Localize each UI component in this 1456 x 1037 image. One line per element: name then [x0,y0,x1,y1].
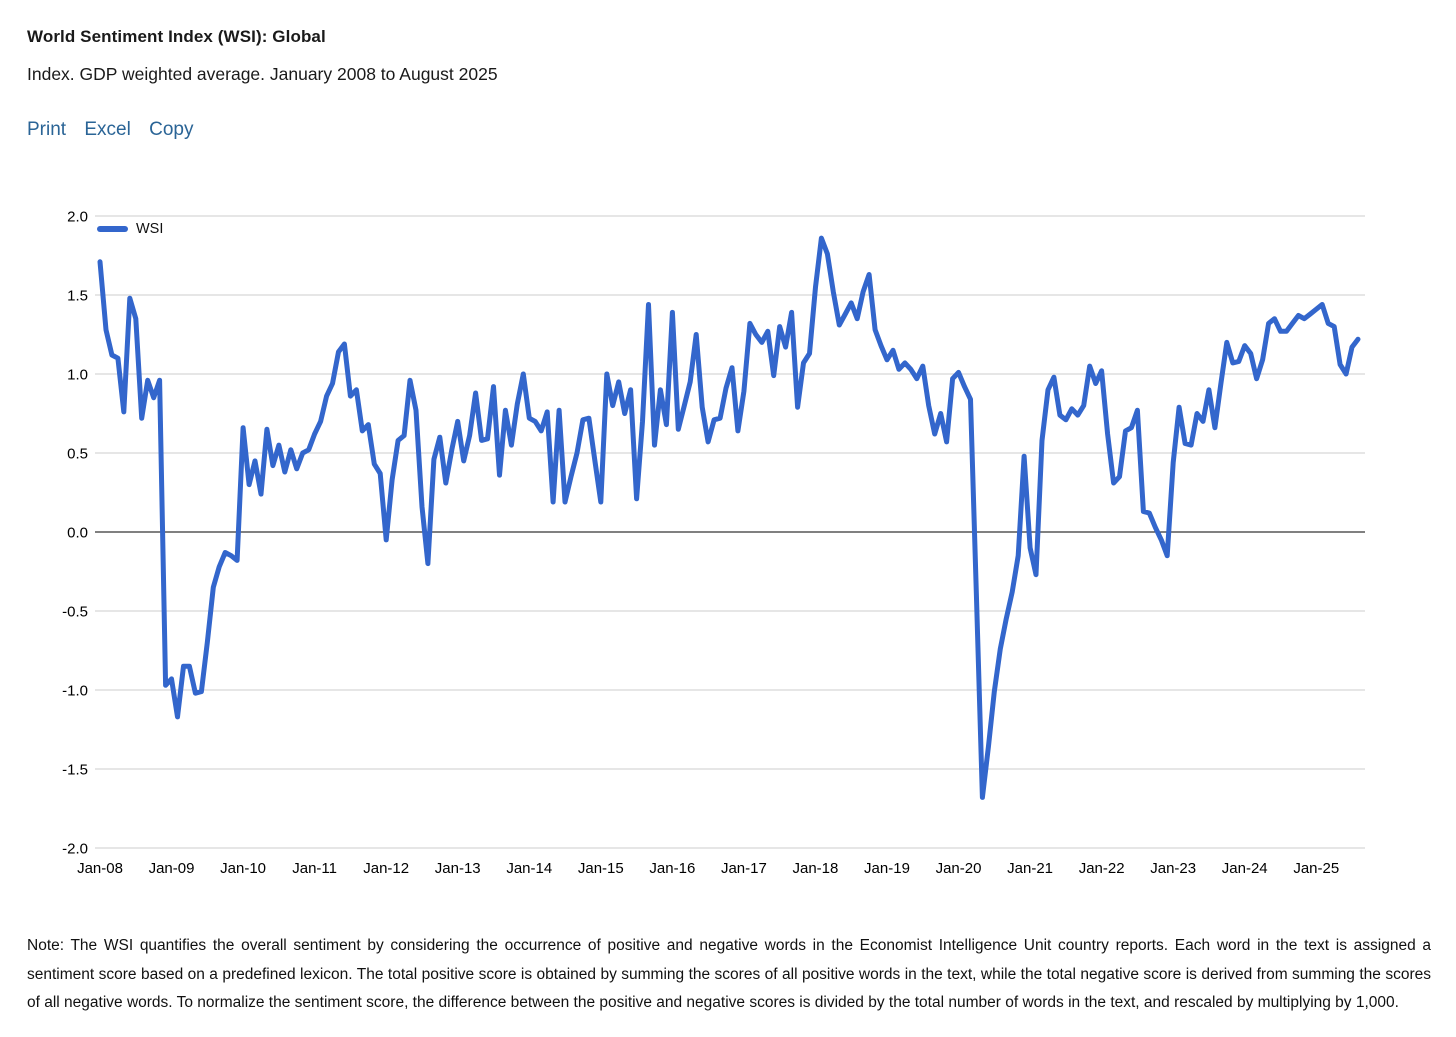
legend-label: WSI [136,221,164,237]
svg-text:Jan-17: Jan-17 [721,860,767,877]
svg-text:Jan-22: Jan-22 [1079,860,1125,877]
wsi-line-swatch-icon [97,226,128,232]
svg-text:Jan-19: Jan-19 [864,860,910,877]
svg-text:0.5: 0.5 [67,446,88,463]
excel-link[interactable]: Excel [84,119,131,140]
svg-text:Jan-14: Jan-14 [506,860,552,877]
chart-legend: WSI [97,221,164,237]
chart-toolbar: Print Excel Copy [27,119,206,141]
axis-x-labels: Jan-08 Jan-09 Jan-10 Jan-11 Jan-12 Jan-13 Jan-… [77,860,1339,877]
page-title: World Sentiment Index (WSI): Global [27,27,326,46]
svg-text:-2.0: -2.0 [62,841,88,858]
svg-text:1.5: 1.5 [67,288,88,305]
svg-text:Jan-11: Jan-11 [292,860,337,877]
svg-text:Jan-12: Jan-12 [363,860,409,877]
svg-text:Jan-16: Jan-16 [649,860,695,877]
footnote-text: Note: The WSI quantifies the overall sen… [27,937,1431,1011]
gridlines [95,215,1365,849]
svg-text:-0.5: -0.5 [62,604,88,621]
wsi-series-line [97,235,1361,800]
axis-y-labels: 2.0 1.5 1.0 0.5 0.0 -0.5 -1.0 -1.5 -2.0 [62,209,88,858]
chart-container: 2.0 1.5 1.0 0.5 0.0 -0.5 -1.0 -1.5 -2.0 Jan-08 Jan… [0,192,1420,892]
svg-text:Jan-23: Jan-23 [1150,860,1196,877]
svg-text:Jan-09: Jan-09 [149,860,195,877]
svg-text:Jan-15: Jan-15 [578,860,624,877]
svg-text:Jan-20: Jan-20 [936,860,982,877]
svg-text:Jan-25: Jan-25 [1293,860,1339,877]
print-link[interactable]: Print [27,119,67,140]
svg-text:0.0: 0.0 [67,525,88,542]
svg-text:Jan-21: Jan-21 [1007,860,1053,877]
svg-text:1.0: 1.0 [67,367,88,384]
svg-text:2.0: 2.0 [67,209,88,226]
page-subtitle: Index. GDP weighted average. January 200… [27,64,498,84]
svg-text:-1.0: -1.0 [62,683,88,700]
svg-text:Jan-10: Jan-10 [220,860,266,877]
svg-text:Jan-24: Jan-24 [1222,860,1268,877]
svg-text:Jan-08: Jan-08 [77,860,123,877]
copy-link[interactable]: Copy [149,119,194,140]
svg-text:-1.5: -1.5 [62,762,88,779]
svg-text:Jan-13: Jan-13 [435,860,481,877]
svg-text:Jan-18: Jan-18 [793,860,839,877]
